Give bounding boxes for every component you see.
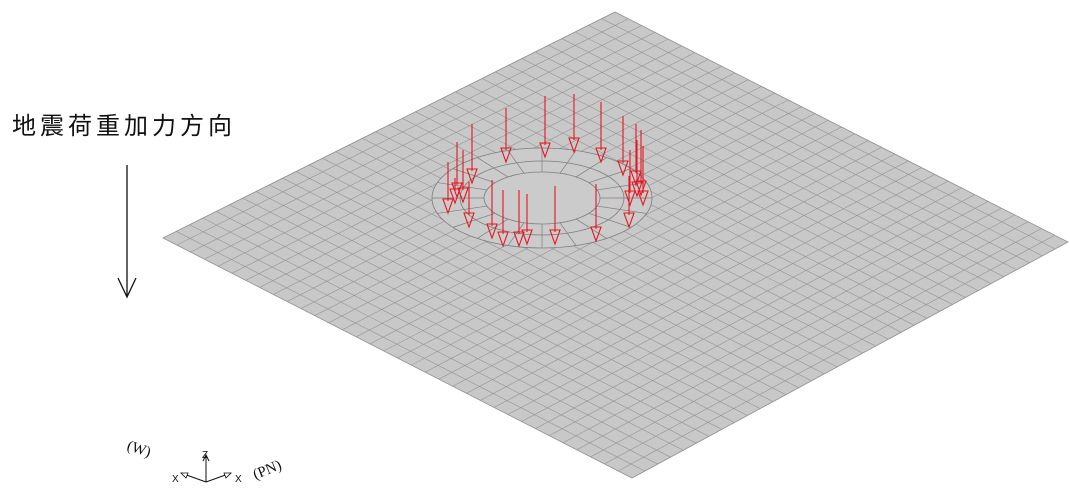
mesh-line-v: [604, 228, 1042, 465]
mesh-line-u: [548, 44, 1005, 277]
mesh-line-u: [495, 71, 953, 305]
load-arrow-head: [637, 190, 649, 207]
axis-x-letter-right: X: [235, 474, 242, 485]
load-arrow-head: [521, 229, 533, 246]
load-arrow-head: [617, 160, 629, 177]
mesh-line-v: [452, 153, 895, 387]
mesh-line-u: [455, 91, 915, 326]
seismic-direction-arrow: [117, 165, 137, 299]
mesh-line-u: [442, 98, 902, 333]
load-arrow-head: [624, 190, 636, 207]
plate-mesh: [162, 11, 1069, 479]
axis-z-letter: Z: [202, 450, 208, 461]
load-arrow-head: [590, 226, 602, 243]
mesh-line-v: [493, 174, 935, 408]
load-arrow-head: [568, 137, 580, 154]
mesh-line-v: [521, 187, 962, 422]
mesh-line-v: [466, 160, 909, 394]
ring-spoke: [559, 150, 577, 174]
load-arrow-head: [457, 187, 469, 204]
load-arrow-head: [513, 231, 525, 248]
mesh-line-v: [507, 180, 949, 415]
mesh-line-u: [481, 78, 940, 312]
ring-spoke: [507, 222, 525, 246]
ring-spoke: [559, 222, 577, 246]
load-arrow-head: [449, 188, 461, 205]
axis-label-w: (W): [125, 438, 153, 461]
load-arrow-head: [500, 147, 512, 164]
axis-x-letter-left: X: [172, 474, 179, 485]
ring-spoke: [477, 157, 509, 178]
mesh-line-v: [590, 221, 1029, 458]
mesh-line-u: [508, 64, 966, 298]
load-arrow-head: [442, 198, 454, 215]
mesh-line-v: [576, 214, 1015, 451]
load-direction-title: 地震荷重加力方向: [12, 112, 236, 140]
mesh-line-u: [415, 111, 876, 347]
axis-triad: Z X X (W) (PN): [125, 438, 284, 485]
mesh-line-v: [480, 167, 922, 401]
ring-spoke: [597, 182, 647, 191]
load-arrow-head: [497, 231, 509, 248]
mesh-line-v: [411, 133, 855, 366]
ring-spoke: [452, 212, 496, 228]
mesh-line-v: [562, 207, 1002, 443]
load-arrow-head: [595, 147, 607, 164]
load-arrows: [442, 94, 649, 248]
load-arrow-head: [631, 181, 643, 198]
load-arrow-head: [466, 168, 478, 185]
mesh-line-u: [601, 18, 1056, 250]
ring-spoke: [507, 150, 525, 174]
mesh-line-v: [438, 147, 882, 380]
ring-spoke: [437, 182, 487, 191]
mesh-line-u: [521, 58, 979, 291]
mesh-line-u: [561, 38, 1017, 271]
ring-spoke: [597, 205, 647, 214]
mesh-line-u: [588, 25, 1043, 257]
plate-surface: [162, 11, 1069, 479]
load-arrow-head: [630, 170, 642, 187]
mesh-line-v: [549, 201, 989, 436]
mesh-line-v: [424, 140, 869, 373]
axis-label-pn: (PN): [251, 458, 284, 484]
load-arrow-head: [539, 142, 551, 159]
load-arrow-head: [486, 223, 498, 240]
mesh-line-v: [618, 234, 1055, 472]
mesh-line-u: [574, 31, 1030, 264]
ring-spoke: [437, 205, 487, 214]
mesh-line-v: [397, 126, 842, 359]
load-arrow-head: [463, 212, 475, 229]
mesh-line-u: [535, 51, 992, 284]
mesh-line-v: [535, 194, 975, 429]
load-arrow-head: [549, 229, 561, 246]
load-arrow-head: [623, 212, 635, 229]
